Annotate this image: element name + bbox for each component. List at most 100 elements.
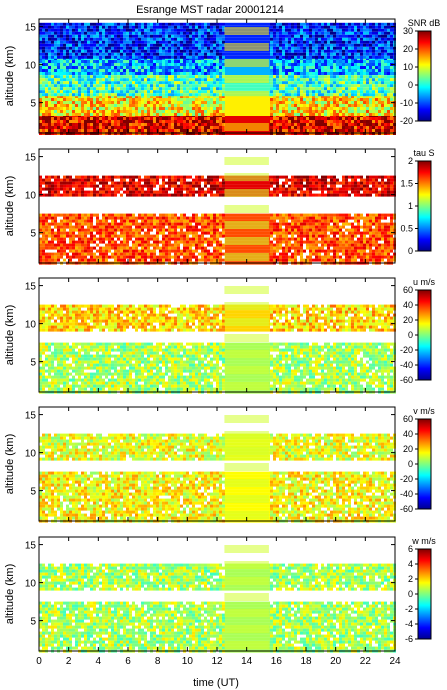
- data-cell: [300, 26, 303, 29]
- data-cell: [180, 50, 183, 53]
- data-cell: [270, 101, 273, 104]
- data-cell: [162, 32, 165, 35]
- data-cell: [309, 63, 312, 66]
- data-cell: [273, 110, 276, 113]
- data-cell: [381, 104, 384, 107]
- data-cell: [105, 35, 108, 38]
- data-cell: [186, 60, 189, 63]
- data-cell: [201, 66, 204, 69]
- data-cell: [150, 53, 153, 56]
- data-cell: [63, 75, 66, 78]
- data-cell: [210, 117, 213, 120]
- data-cell: [219, 113, 222, 116]
- data-cell: [150, 87, 153, 90]
- data-cell: [381, 60, 384, 63]
- data-cell: [183, 75, 186, 78]
- data-cell: [171, 90, 174, 93]
- data-cell: [204, 214, 207, 217]
- data-cell: [210, 110, 213, 113]
- data-cell: [168, 26, 171, 29]
- data-cell: [219, 126, 222, 129]
- data-cell: [189, 69, 192, 72]
- data-cell: [357, 117, 360, 120]
- data-cell: [312, 63, 315, 66]
- data-cell: [216, 75, 219, 78]
- data-cell: [156, 23, 159, 26]
- data-cell: [342, 75, 345, 78]
- data-cell: [54, 117, 57, 120]
- data-cell: [216, 110, 219, 113]
- data-cell: [312, 107, 315, 110]
- data-cell: [300, 60, 303, 63]
- data-cell: [105, 98, 108, 101]
- data-cell: [351, 63, 354, 66]
- data-cell: [231, 53, 234, 56]
- data-cell: [384, 69, 387, 72]
- data-cell: [288, 60, 291, 63]
- data-cell: [72, 47, 75, 50]
- data-cell: [276, 47, 279, 50]
- data-cell: [282, 72, 285, 75]
- data-cell: [204, 90, 207, 93]
- data-cell: [378, 53, 381, 56]
- data-cell: [387, 129, 390, 132]
- data-cell: [327, 78, 330, 81]
- data-cell: [207, 32, 210, 35]
- data-cell: [156, 107, 159, 110]
- data-cell: [120, 113, 123, 116]
- data-cell: [216, 87, 219, 90]
- data-cell: [279, 53, 282, 56]
- data-cell: [84, 63, 87, 66]
- data-cell: [351, 113, 354, 116]
- data-cell: [213, 101, 216, 104]
- data-cell: [132, 93, 135, 96]
- data-cell: [51, 50, 54, 53]
- data-cell: [168, 117, 171, 120]
- data-cell: [180, 47, 183, 50]
- data-cell: [141, 120, 144, 123]
- data-cell: [291, 84, 294, 87]
- data-cell: [360, 84, 363, 87]
- data-cell: [363, 93, 366, 96]
- data-cell: [129, 87, 132, 90]
- data-cell: [336, 63, 339, 66]
- data-cell: [306, 123, 309, 126]
- data-cell: [207, 38, 210, 41]
- data-cell: [66, 217, 69, 220]
- data-cell: [96, 113, 99, 116]
- data-cell: [45, 84, 48, 87]
- data-cell: [228, 117, 231, 120]
- data-cell: [282, 98, 285, 101]
- data-cell: [312, 29, 315, 32]
- data-cell: [72, 113, 75, 116]
- data-cell: [153, 113, 156, 116]
- data-cell: [162, 110, 165, 113]
- data-cell: [90, 87, 93, 90]
- data-cell: [150, 217, 153, 220]
- data-cell: [369, 93, 372, 96]
- data-cell: [288, 90, 291, 93]
- data-cell: [387, 63, 390, 66]
- data-cell: [117, 26, 120, 29]
- data-cell: [102, 90, 105, 93]
- data-cell: [114, 66, 117, 69]
- data-cell: [54, 32, 57, 35]
- data-cell: [333, 104, 336, 107]
- data-cell: [108, 53, 111, 56]
- data-cell: [177, 113, 180, 116]
- data-cell: [48, 84, 51, 87]
- data-cell: [366, 93, 369, 96]
- data-cell: [198, 78, 201, 81]
- data-cell: [120, 214, 123, 217]
- data-cell: [174, 214, 177, 217]
- data-cell: [345, 41, 348, 44]
- data-cell: [213, 63, 216, 66]
- data-cell: [138, 29, 141, 32]
- data-cell: [273, 78, 276, 81]
- data-cell: [84, 113, 87, 116]
- data-cell: [363, 50, 366, 53]
- data-cell: [207, 78, 210, 81]
- data-cell: [57, 35, 60, 38]
- data-cell: [372, 123, 375, 126]
- data-cell: [333, 110, 336, 113]
